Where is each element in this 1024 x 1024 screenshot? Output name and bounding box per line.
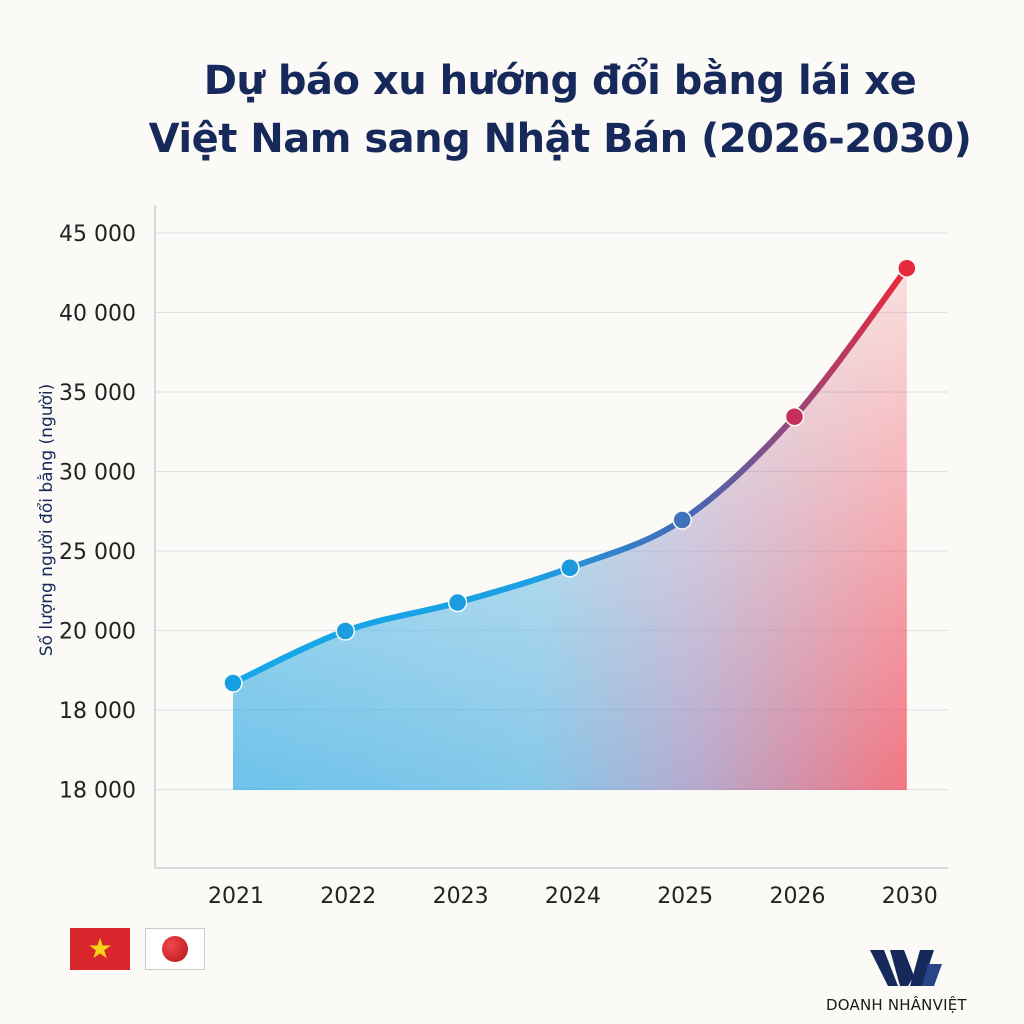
x-tick-label: 2030 [882, 884, 938, 909]
x-tick-label: 2021 [208, 884, 264, 909]
x-tick-label: 2022 [320, 884, 376, 909]
data-point [447, 592, 468, 613]
data-point [335, 621, 356, 641]
japan-flag-icon [145, 928, 205, 970]
data-point [784, 406, 805, 427]
brand-logo-icon [870, 950, 942, 986]
y-tick-label: 40 000 [59, 302, 136, 327]
y-tick-label: 45 000 [59, 222, 136, 247]
brand-name: DOANH NHÂNVIỆT [826, 996, 967, 1014]
axes [154, 205, 948, 869]
data-point [672, 510, 692, 530]
x-tick-label: 2025 [657, 884, 713, 909]
y-tick-label: 18 000 [59, 779, 136, 804]
data-points [223, 258, 917, 693]
star-icon: ★ [87, 932, 113, 965]
x-tick-label: 2024 [545, 884, 601, 909]
chart-title-line-2: Việt Nam sang Nhật Bán (2026-2030) [148, 116, 972, 162]
data-point [223, 673, 243, 693]
x-tick-labels: 2021 2022 2023 2024 2025 2026 2030 [208, 884, 938, 909]
area-fill-path [233, 268, 907, 790]
data-point [560, 558, 580, 578]
area-fill [233, 268, 907, 790]
vietnam-flag-icon: ★ [70, 928, 130, 970]
y-tick-label: 25 000 [59, 540, 136, 565]
chart-title: Dự báo xu hướng đổi bằng lái xe Việt Nam… [120, 52, 1000, 168]
y-tick-label: 35 000 [59, 381, 136, 406]
red-disc-icon [162, 936, 188, 962]
x-tick-label: 2026 [770, 884, 826, 909]
y-tick-label: 18 000 [59, 699, 136, 724]
y-tick-labels: 45 000 40 000 35 000 30 000 25 000 20 000 18 0… [59, 222, 136, 804]
y-tick-label: 30 000 [59, 461, 136, 486]
y-tick-label: 20 000 [59, 620, 136, 645]
data-point [897, 258, 917, 278]
x-tick-label: 2023 [433, 884, 489, 909]
chart-title-line-1: Dự báo xu hướng đổi bằng lái xe [203, 58, 917, 104]
